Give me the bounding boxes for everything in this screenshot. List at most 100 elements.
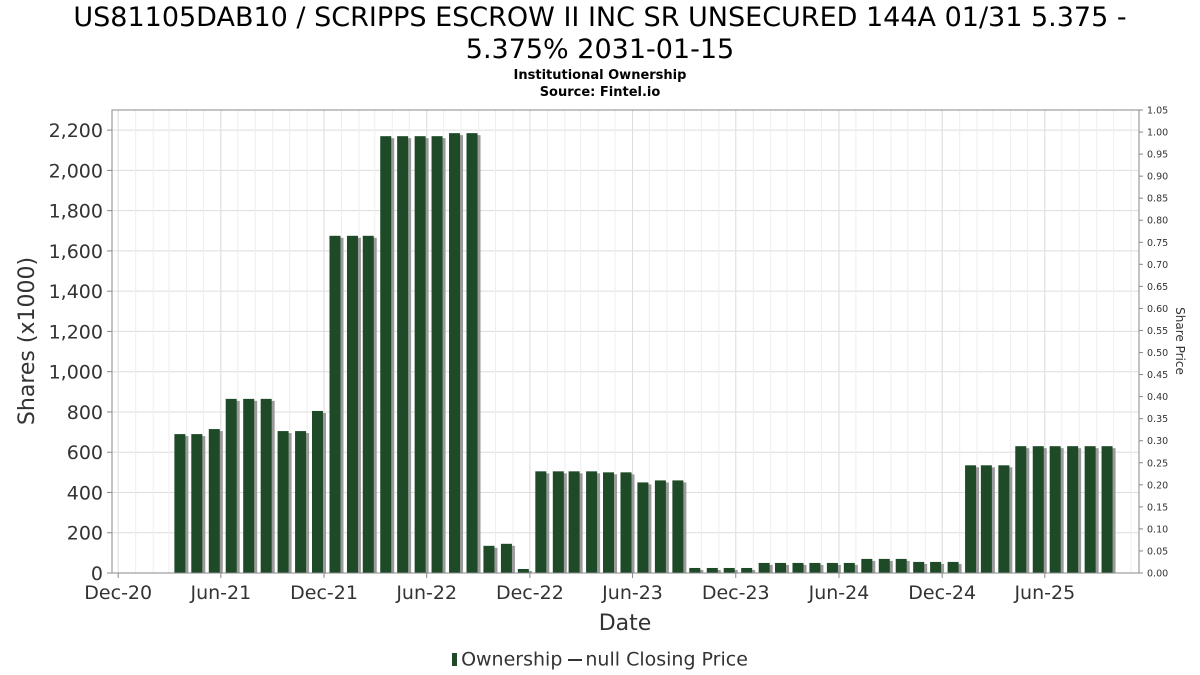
- y-tick-label: 1,200: [49, 321, 103, 343]
- ownership-bar: [397, 136, 409, 574]
- ownership-bar: [174, 434, 186, 573]
- y2-tick-label: 0.45: [1147, 370, 1168, 381]
- y2-tick-label: 1.05: [1147, 106, 1168, 117]
- x-tick-label: Jun-22: [395, 582, 457, 604]
- ownership-bar: [965, 465, 977, 573]
- y2-axis: 0.00 0.05 0.10 0.15 0.20 0.25 0.30 0.35 0.40 0.45…: [1139, 106, 1168, 580]
- y-axis-label: Shares (x1000): [15, 257, 40, 425]
- ownership-bar: [535, 471, 547, 573]
- ownership-bar: [603, 472, 615, 573]
- ownership-bar: [380, 136, 392, 574]
- y2-tick-label: 0.50: [1147, 348, 1168, 359]
- ownership-bar: [586, 471, 598, 573]
- y-tick-label: 200: [67, 523, 103, 545]
- y2-tick-label: 0.95: [1147, 150, 1168, 161]
- ownership-bar: [775, 562, 787, 573]
- ownership-bar: [913, 561, 925, 573]
- ownership-bar: [620, 472, 632, 573]
- ownership-bar: [1084, 446, 1096, 573]
- y2-tick-label: 0.10: [1147, 524, 1168, 535]
- ownership-bar: [672, 480, 684, 573]
- legend: Ownership null Closing Price: [0, 648, 1200, 671]
- y-tick-label: 1,400: [49, 281, 103, 303]
- x-tick-label: Jun-24: [808, 582, 870, 604]
- ownership-bar: [191, 434, 203, 573]
- y-tick-label: 800: [67, 402, 103, 424]
- x-tick-label: Dec-23: [702, 582, 770, 604]
- y-tick-label: 1,800: [49, 201, 103, 223]
- ownership-bar: [295, 431, 307, 573]
- x-tick-label: Jun-25: [1013, 582, 1075, 604]
- y2-tick-label: 0.05: [1147, 546, 1168, 557]
- ownership-bar: [208, 429, 220, 573]
- ownership-bar: [741, 567, 753, 573]
- x-axis: Dec-20 Jun-21 Dec-21 Jun-22 Dec-22 Jun-23 Dec-…: [84, 573, 1075, 604]
- y2-tick-label: 0.40: [1147, 392, 1168, 403]
- y-tick-label: 2,000: [49, 160, 103, 182]
- ownership-bar: [552, 471, 564, 573]
- x-tick-label: Dec-24: [908, 582, 976, 604]
- ownership-bar: [1015, 446, 1027, 573]
- ownership-bar: [483, 545, 495, 573]
- y-axis: 0 200 400 600 800 1,000 1,200 1,400 1,600 1,800 2,…: [49, 120, 112, 585]
- ownership-bar: [517, 568, 529, 573]
- legend-price-swatch: [568, 658, 583, 661]
- y2-tick-label: 0.55: [1147, 326, 1168, 337]
- ownership-bar: [260, 398, 272, 573]
- ownership-bar: [277, 431, 289, 573]
- ownership-bar: [500, 543, 512, 573]
- y-tick-label: 2,200: [49, 120, 103, 142]
- ownership-bar: [878, 558, 890, 573]
- legend-ownership-label: Ownership: [461, 648, 563, 671]
- chart-title-line2: 5.375% 2031-01-15: [465, 34, 735, 65]
- ownership-bar: [826, 562, 838, 573]
- ownership-bar: [792, 562, 804, 573]
- y2-tick-label: 0.00: [1147, 569, 1168, 580]
- y-tick-label: 400: [67, 482, 103, 504]
- chart-subtitle: Institutional Ownership: [513, 68, 687, 83]
- ownership-bar: [689, 567, 701, 573]
- y2-tick-label: 0.30: [1147, 436, 1168, 447]
- y-tick-label: 600: [67, 442, 103, 464]
- ownership-bar: [723, 567, 735, 573]
- ownership-bar: [843, 562, 855, 573]
- ownership-bar: [998, 465, 1010, 573]
- y2-tick-label: 0.75: [1147, 238, 1168, 249]
- ownership-bar: [980, 465, 992, 573]
- legend-price-label: null Closing Price: [585, 648, 748, 671]
- bars: [174, 133, 1116, 574]
- ownership-bar: [346, 235, 358, 573]
- y2-tick-label: 0.35: [1147, 414, 1168, 425]
- ownership-bar: [706, 567, 718, 573]
- ownership-bar: [431, 136, 443, 574]
- plot-frame: [111, 109, 1140, 574]
- x-tick-label: Dec-20: [84, 582, 152, 604]
- y-tick-label: 1,000: [49, 362, 103, 384]
- y2-tick-label: 0.20: [1147, 480, 1168, 491]
- x-tick-label: Dec-21: [290, 582, 358, 604]
- ownership-bar: [568, 471, 580, 573]
- ownership-bar: [449, 133, 461, 573]
- chart-source: Source: Fintel.io: [539, 85, 661, 100]
- ownership-bar: [637, 482, 649, 573]
- legend-ownership-swatch: [452, 653, 458, 666]
- y-tick-label: 1,600: [49, 241, 103, 263]
- ownership-bar: [895, 558, 907, 573]
- x-tick-label: Jun-23: [601, 582, 663, 604]
- x-tick-label: Jun-21: [189, 582, 251, 604]
- ownership-bar: [225, 398, 237, 573]
- ownership-bar: [861, 558, 873, 573]
- ownership-bar: [1032, 446, 1044, 573]
- ownership-bar: [329, 235, 341, 573]
- ownership-bar: [466, 133, 478, 573]
- y2-tick-label: 0.15: [1147, 502, 1168, 513]
- y2-tick-label: 0.80: [1147, 216, 1168, 227]
- ownership-bar: [947, 561, 959, 573]
- x-axis-label: Date: [599, 611, 652, 636]
- ownership-bar: [1101, 446, 1113, 573]
- y2-tick-label: 0.60: [1147, 304, 1168, 315]
- y2-tick-label: 0.70: [1147, 260, 1168, 271]
- ownership-bar: [758, 562, 770, 573]
- y2-tick-label: 1.00: [1147, 128, 1168, 139]
